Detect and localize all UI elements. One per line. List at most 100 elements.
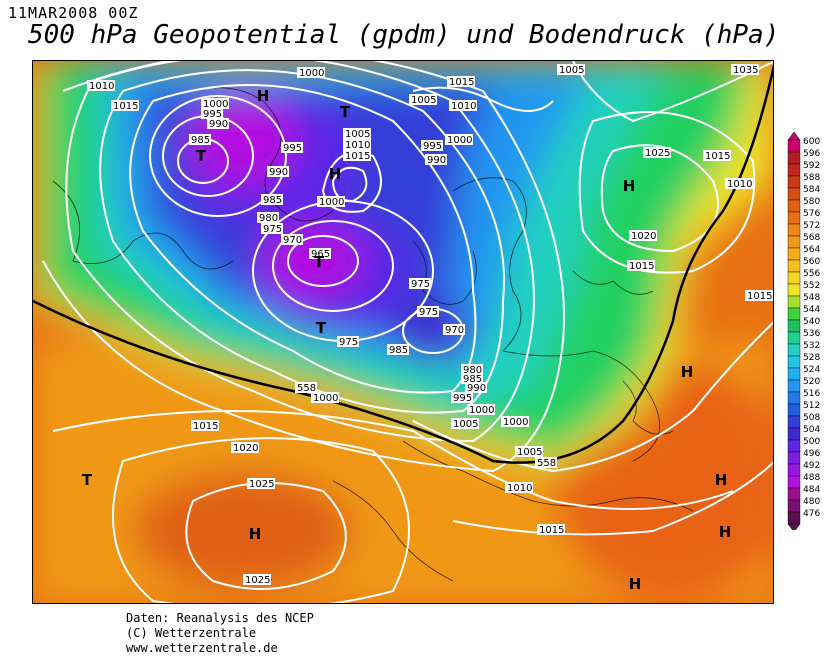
low-pressure-center: T (340, 103, 351, 121)
legend-swatch (787, 139, 801, 153)
low-pressure-center: T (82, 471, 93, 489)
legend-label: 512 (803, 401, 820, 411)
isobar-label: 1015 (345, 151, 370, 162)
legend-scale: 600 596 592 588 584 580 576 572 568 564 560 556 552 5… (787, 131, 820, 533)
legend-label: 556 (803, 269, 820, 279)
legend-swatch (787, 403, 801, 417)
isobar-label: 1005 (411, 95, 436, 106)
legend-label: 560 (803, 257, 820, 267)
isobar-label: 980 (463, 365, 482, 376)
high-pressure-center: H (629, 575, 642, 593)
isobar-label-bg (317, 196, 345, 207)
isobar-label-bg (629, 230, 657, 241)
isobar-label: 970 (445, 325, 464, 336)
legend-swatch (787, 319, 801, 333)
isobar-label-bg (515, 446, 543, 457)
legend-swatch (787, 475, 801, 489)
legend-label: 544 (803, 305, 820, 315)
isobar-label: 995 (203, 109, 222, 120)
legend-swatch (787, 151, 801, 165)
legend-label: 532 (803, 341, 820, 351)
isobar-label-bg (281, 234, 303, 245)
legend-swatch (787, 487, 801, 501)
isobar-label: 975 (263, 224, 282, 235)
high-pressure-center: H (719, 523, 732, 541)
isobar-label: 990 (467, 383, 486, 394)
legend-label: 480 (803, 497, 820, 507)
isobar-label-bg (535, 457, 557, 468)
isobar-label: 1015 (113, 101, 138, 112)
isobar-label: 995 (453, 393, 472, 404)
isobar-label: 1025 (645, 148, 670, 159)
credits-line-url[interactable]: www.wetterzentrale.de (126, 641, 278, 655)
isobar-label: 1000 (203, 99, 228, 110)
isobar-label-bg (311, 392, 339, 403)
isobar-label-bg (191, 420, 219, 431)
legend-label: 536 (803, 329, 820, 339)
isobar-label-bg (87, 80, 115, 91)
high-pressure-center: H (715, 471, 728, 489)
isobar-label: 1020 (631, 231, 656, 242)
legend-label: 488 (803, 473, 820, 483)
legend-label: 528 (803, 353, 820, 363)
isobar-label-bg (111, 100, 139, 111)
isobar-label-bg (731, 64, 759, 75)
isobar-label: 1010 (507, 483, 532, 494)
legend-swatch (787, 175, 801, 189)
legend-label: 520 (803, 377, 820, 387)
isobar-label: 558 (537, 458, 556, 469)
isobar-label: 985 (263, 195, 282, 206)
legend-arrow-top (787, 131, 801, 141)
isoline-558 (33, 64, 773, 464)
isobar-label-bg (337, 336, 359, 347)
legend-swatch (787, 199, 801, 213)
isobar-label: 965 (311, 249, 330, 260)
isobar-label-bg (451, 392, 473, 403)
low-pressure-center: T (196, 147, 207, 165)
isobar-label: 1000 (299, 68, 324, 79)
isobar-label-bg (409, 94, 437, 105)
high-pressure-center: H (681, 363, 694, 381)
isobar-label-bg (557, 64, 585, 75)
isobar-label: 1005 (517, 447, 542, 458)
isobar-label-bg (297, 67, 325, 78)
legend-swatch (787, 295, 801, 309)
isobar-label: 1000 (503, 417, 528, 428)
legend-swatch (787, 511, 801, 525)
isobar-label-bg (417, 306, 439, 317)
legend-swatch (787, 379, 801, 393)
legend-swatch (787, 235, 801, 249)
pressure-centers: H T T H T T H H T H H H H (82, 87, 731, 593)
isobar-label: 975 (419, 307, 438, 318)
isobar-label: 990 (269, 167, 288, 178)
isobar-label-bg (443, 324, 465, 335)
legend-label: 508 (803, 413, 820, 423)
coastlines (52, 87, 694, 582)
isobar-label: 1020 (233, 443, 258, 454)
legend-label: 492 (803, 461, 820, 471)
legend-swatch (787, 163, 801, 177)
high-pressure-center: H (623, 177, 636, 195)
legend-label: 580 (803, 197, 820, 207)
isobar-label: 1015 (539, 525, 564, 536)
isobar-label: 975 (339, 337, 358, 348)
isobar-label-bg (189, 134, 211, 145)
legend-swatch (787, 463, 801, 477)
isobar-label: 1010 (451, 101, 476, 112)
isobar-label: 980 (259, 213, 278, 224)
high-pressure-center: H (249, 525, 262, 543)
isobar-label: 1000 (447, 135, 472, 146)
legend-label: 476 (803, 509, 820, 519)
legend-swatch (787, 211, 801, 225)
high-pressure-center: H (329, 165, 342, 183)
legend-swatch (787, 415, 801, 429)
isobar-label: 1000 (469, 405, 494, 416)
legend-swatch (787, 247, 801, 261)
legend-swatch (787, 367, 801, 381)
legend-swatch (787, 271, 801, 285)
legend-label: 516 (803, 389, 820, 399)
legend-label: 596 (803, 149, 820, 159)
legend-swatch (787, 283, 801, 297)
